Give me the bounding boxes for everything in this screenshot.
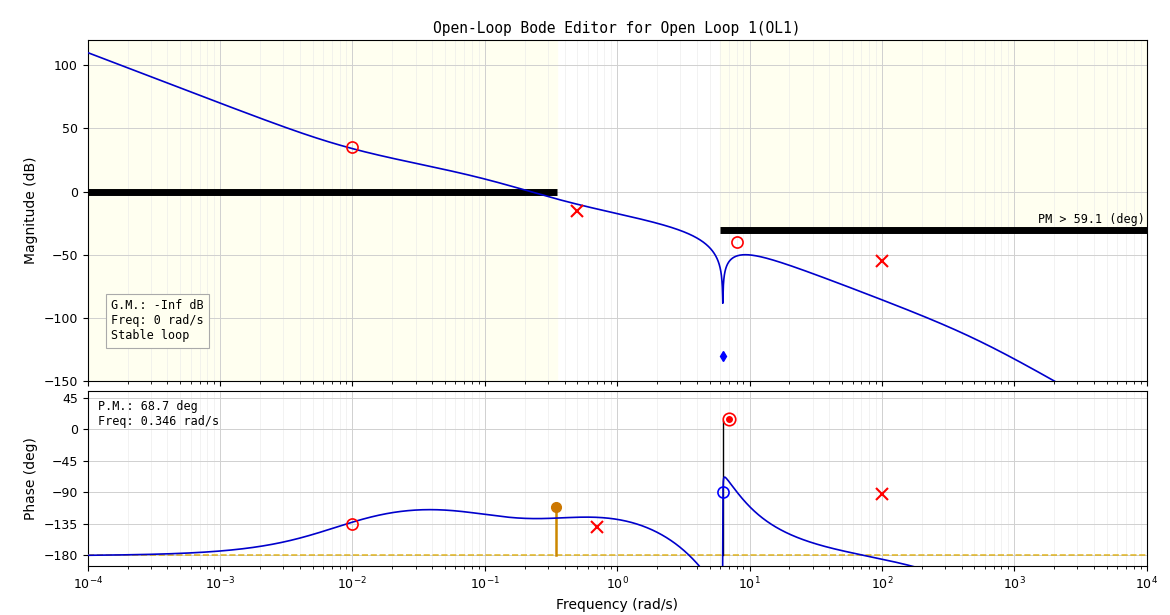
Y-axis label: Phase (deg): Phase (deg) — [25, 437, 39, 520]
Text: P.M.: 68.7 deg
Freq: 0.346 rad/s: P.M.: 68.7 deg Freq: 0.346 rad/s — [98, 400, 219, 427]
Title: Open-Loop Bode Editor for Open Loop 1(OL1): Open-Loop Bode Editor for Open Loop 1(OL… — [433, 21, 801, 36]
X-axis label: Frequency (rad/s): Frequency (rad/s) — [556, 598, 679, 612]
Y-axis label: Magnitude (dB): Magnitude (dB) — [25, 157, 39, 264]
Text: PM > 59.1 (deg): PM > 59.1 (deg) — [1038, 213, 1144, 226]
Bar — [88, 40, 557, 381]
Text: G.M.: -Inf dB
Freq: 0 rad/s
Stable loop: G.M.: -Inf dB Freq: 0 rad/s Stable loop — [111, 299, 204, 342]
Bar — [721, 40, 1147, 229]
